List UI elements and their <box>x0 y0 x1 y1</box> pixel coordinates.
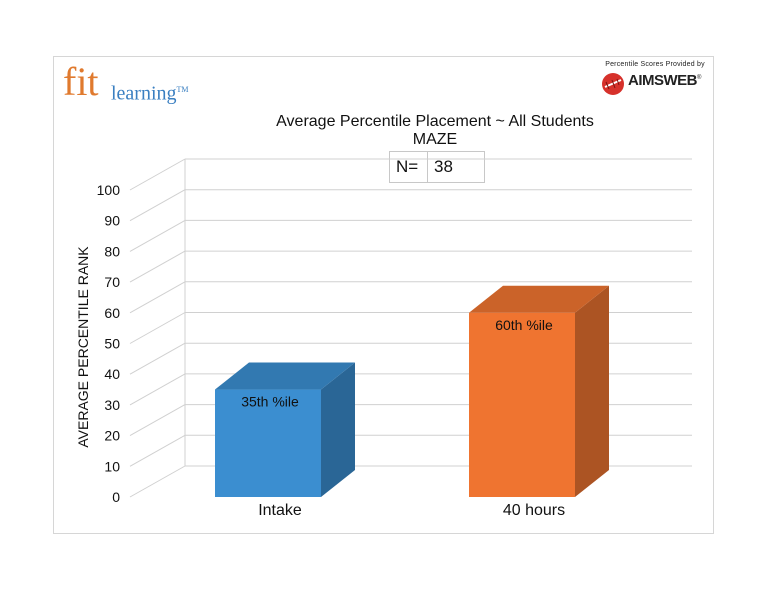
logo-learning-text: learning <box>111 82 177 105</box>
logo-fit-text: fit <box>63 59 99 104</box>
n-label-cell: N= <box>389 151 428 183</box>
gridline-side <box>129 189 186 222</box>
provider-name: AIMSWEB <box>628 72 698 89</box>
y-tick-label: 30 <box>104 397 120 413</box>
gridline-side <box>129 373 186 406</box>
bar-data-label: 35th %ile <box>241 394 299 410</box>
y-tick-label: 60 <box>104 305 120 321</box>
y-tick-label: 70 <box>104 274 120 290</box>
fit-learning-logo: fit <box>63 62 99 102</box>
gridline-side <box>129 404 186 437</box>
gridline-side <box>129 281 186 314</box>
gridline-side <box>129 250 186 283</box>
gridline-side <box>129 342 186 375</box>
gridline-side <box>129 465 186 498</box>
bar-top-face <box>215 362 355 390</box>
bar-data-label: 60th %ile <box>495 317 553 333</box>
provider-logo: AIMSWEB® <box>628 72 701 89</box>
logo-tm: TM <box>176 85 189 94</box>
gridline-side <box>129 312 186 344</box>
y-tick-label: 90 <box>104 213 120 229</box>
gridline-side <box>129 434 186 467</box>
x-category-label: 40 hours <box>503 502 565 519</box>
provider-caption: Percentile Scores Provided by <box>605 61 705 68</box>
gridline-side <box>129 219 186 252</box>
aimsweb-badge-icon <box>602 73 624 95</box>
bar-side-face <box>575 285 609 497</box>
chart-subtitle: MAZE <box>412 131 458 148</box>
gridline-side <box>129 158 186 191</box>
provider-mark: ® <box>697 75 701 81</box>
bar-side-face <box>321 362 355 497</box>
y-tick-label: 20 <box>104 428 120 444</box>
chart-title: Average Percentile Placement ~ All Stude… <box>276 113 594 130</box>
n-value-cell: 38 <box>427 151 485 183</box>
bar-top-face <box>469 285 609 313</box>
bar-front-face <box>215 389 321 497</box>
y-tick-label: 80 <box>104 243 120 259</box>
y-tick-label: 40 <box>104 366 120 382</box>
logo-learning: learningTM <box>111 80 189 104</box>
x-category-label: Intake <box>258 502 302 519</box>
y-tick-label: 10 <box>104 458 120 474</box>
y-tick-label: 100 <box>97 182 121 198</box>
bar-front-face <box>469 312 575 497</box>
y-tick-label: 0 <box>112 489 120 505</box>
y-tick-label: 50 <box>104 336 120 352</box>
y-axis-title: AVERAGE PERCENTILE RANK <box>75 246 91 448</box>
